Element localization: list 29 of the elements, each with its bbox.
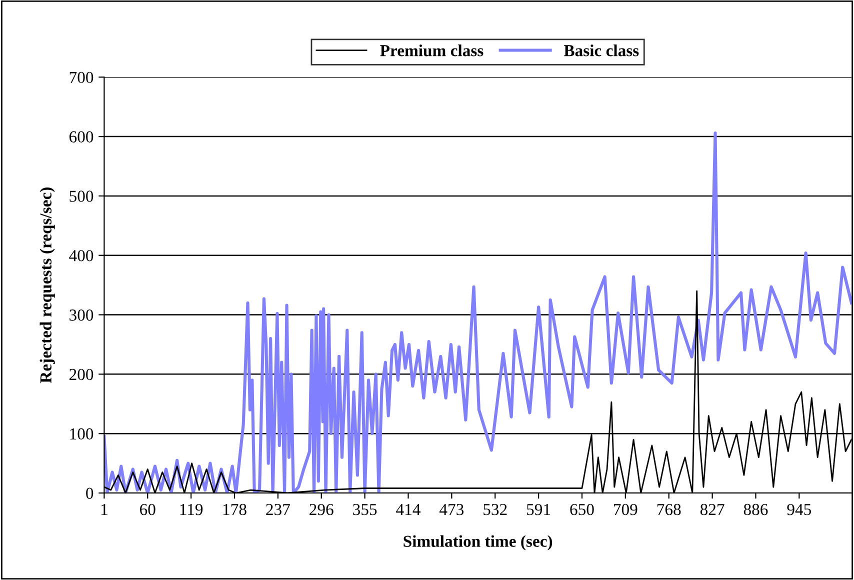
x-axis-title: Simulation time (sec)	[404, 535, 552, 550]
x-tick-label: 296	[310, 504, 334, 516]
legend-label: Basic class	[564, 44, 639, 56]
y-tick-label: 600	[69, 131, 94, 142]
legend-label: Premium class	[380, 44, 484, 56]
y-axis-title: Rejected requests (reqs/sec)	[40, 188, 55, 384]
x-tick-label: 1	[101, 504, 108, 515]
x-tick-label: 827	[700, 504, 724, 516]
x-tick-label: 60	[140, 504, 156, 516]
x-tick-label: 532	[484, 504, 507, 516]
x-tick-label: 650	[570, 504, 594, 516]
x-tick-label: 591	[527, 504, 550, 516]
x-tick-label: 473	[440, 504, 464, 516]
x-tick-label: 886	[744, 504, 768, 516]
x-tick-label: 709	[614, 504, 638, 516]
y-tick-label: 200	[70, 368, 94, 380]
y-tick-label: 100	[70, 428, 94, 440]
y-tick-label: 500	[70, 190, 94, 202]
x-tick-label: 119	[180, 504, 203, 516]
y-tick-label: 700	[70, 72, 94, 84]
x-tick-label: 237	[266, 504, 290, 516]
x-tick-label: 768	[657, 504, 681, 516]
x-tick-label: 355	[353, 504, 377, 516]
x-tick-label: 178	[223, 504, 246, 516]
y-tick-label: 400	[69, 250, 94, 262]
y-tick-label: 0	[86, 488, 94, 499]
x-tick-label: 414	[396, 504, 420, 515]
y-tick-label: 300	[70, 309, 94, 321]
x-tick-label: 945	[787, 504, 812, 516]
